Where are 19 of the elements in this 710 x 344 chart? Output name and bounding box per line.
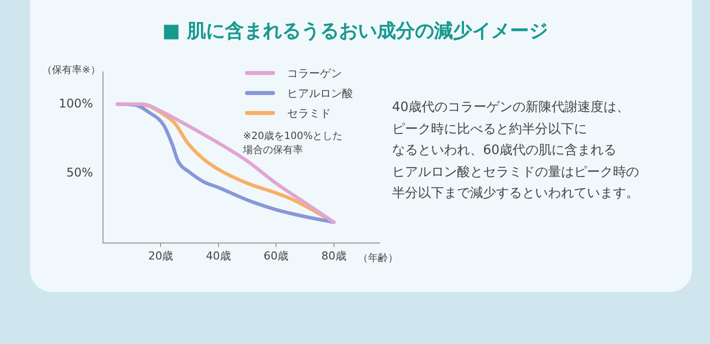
x-tick-label: 20歳 xyxy=(148,249,174,262)
legend-label: セラミド xyxy=(287,106,331,120)
text: ヒアルロン酸とセラミドの量はピーク時の xyxy=(392,164,639,182)
legend-label: コラーゲン xyxy=(287,66,342,80)
x-tick-label: 80歳 xyxy=(321,249,346,262)
legend-label: ヒアルロン酸 xyxy=(287,86,353,100)
text: 40歳代のコラーゲンの新陳代謝速度は、 xyxy=(392,99,631,117)
annotation: ※20歳を100%とした xyxy=(243,130,343,144)
y-tick-label: 50% xyxy=(66,166,93,180)
x-axis-title: （年齢） xyxy=(358,252,398,265)
text: なるといわれ、60歳代の肌に含まれる xyxy=(392,142,618,160)
y-tick-label: 100% xyxy=(58,96,93,110)
annotation: 場合の保有率 xyxy=(243,144,304,158)
text: 半分以下まで減少するといわれています。 xyxy=(392,185,639,203)
y-axis-title: （保有率※） xyxy=(42,64,100,77)
text: ピーク時に比べると約半分以下に xyxy=(392,120,588,138)
x-tick-label: 60歳 xyxy=(264,249,289,262)
chart-title: ■ 肌に含まれるうるおい成分の減少イメージ xyxy=(161,19,549,44)
x-tick-label: 40歳 xyxy=(206,249,231,262)
